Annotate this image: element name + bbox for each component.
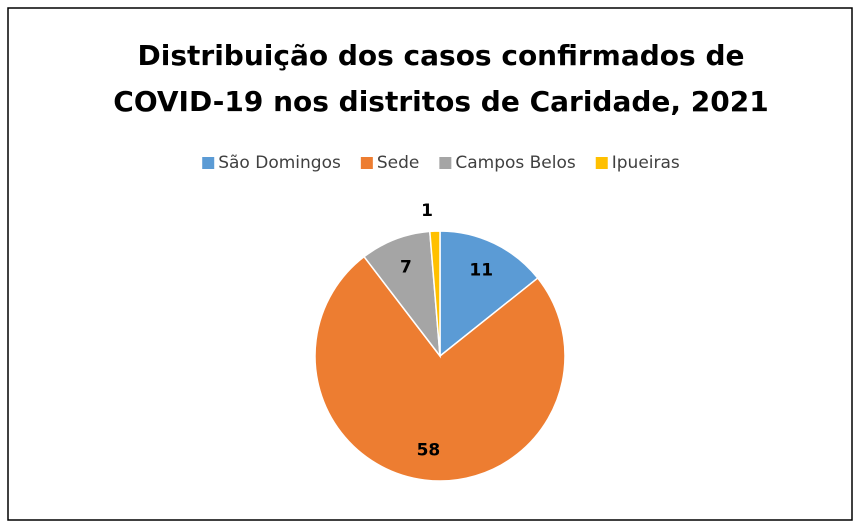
legend-label: São Domingos: [218, 153, 341, 173]
pie-slice: [439, 230, 539, 358]
legend-label: Sede: [377, 153, 420, 173]
pie-slice: [314, 255, 566, 482]
chart-title: COVID-19 nos distritos de Caridade, 2021: [113, 85, 768, 118]
pie-slice: [429, 230, 441, 357]
data-label: 7: [400, 257, 412, 277]
chart-title: Distribuição dos casos confirmados de: [138, 39, 745, 72]
legend-label: Campos Belos: [455, 153, 576, 173]
data-label: 58: [417, 440, 441, 460]
legend-label: Ipueiras: [612, 153, 680, 173]
legend-swatch: [595, 157, 608, 169]
data-label: 11: [469, 260, 493, 280]
legend-swatch: [202, 157, 215, 169]
legend-swatch: [360, 157, 373, 169]
data-label: 1: [421, 201, 433, 221]
legend-swatch: [439, 157, 452, 169]
